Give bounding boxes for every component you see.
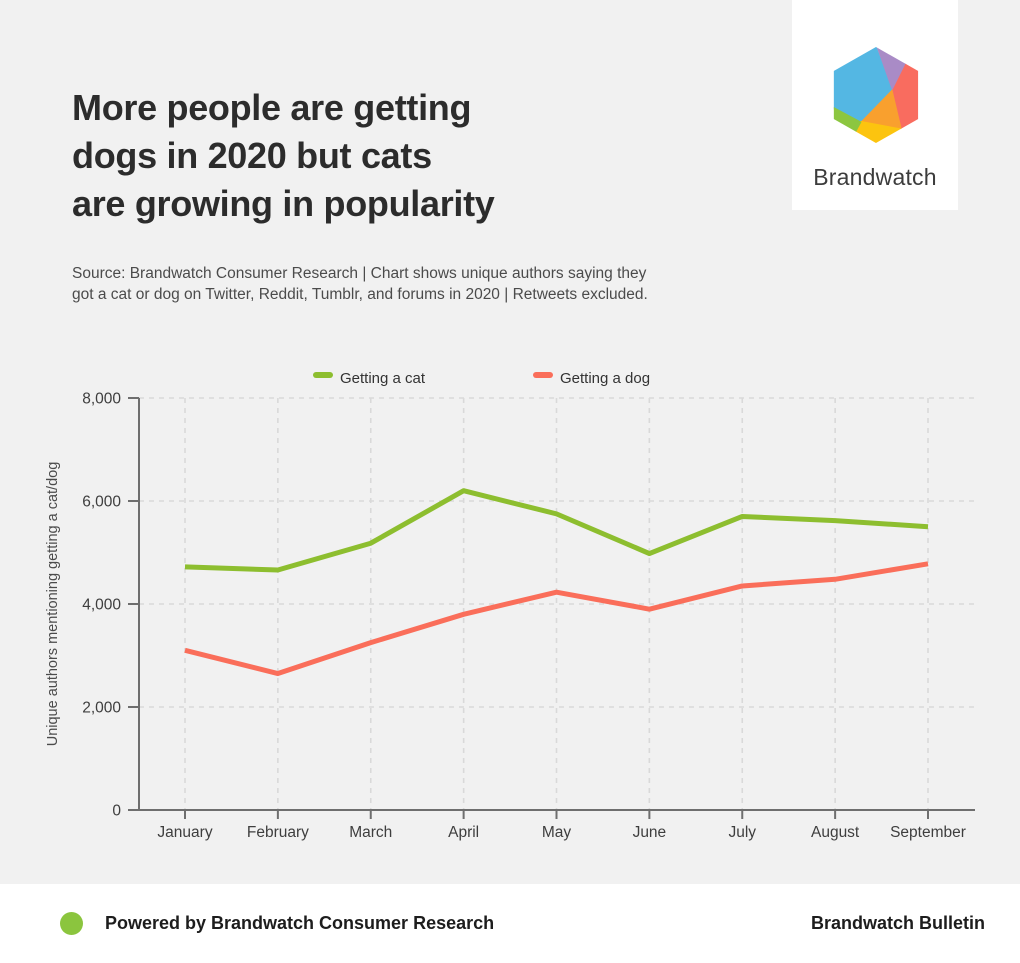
page-title: More people are getting dogs in 2020 but…: [72, 84, 712, 228]
powered-by-label: Powered by Brandwatch Consumer Research: [105, 913, 495, 933]
logo-facet-coral: [892, 63, 919, 130]
y-tick-label: 4,000: [82, 597, 121, 614]
green-dot-icon: [60, 912, 83, 935]
footer: Powered by Brandwatch Consumer Research …: [0, 884, 1020, 963]
series-line-getting-a-cat: [184, 488, 929, 573]
x-tick-label: January: [157, 824, 212, 841]
legend-swatch-getting-a-dog: [533, 372, 553, 378]
title-line-1: More people are getting: [72, 87, 472, 128]
legend-label-getting-a-cat: Getting a cat: [340, 370, 426, 387]
y-tick-label: 0: [112, 803, 121, 820]
y-tick-label: 2,000: [82, 700, 121, 717]
y-axis-title: Unique authors mentioning getting a cat/…: [45, 462, 61, 747]
logo-facet-blue: [833, 47, 894, 123]
x-tick-label: September: [890, 824, 966, 841]
brandwatch-logo-icon: [833, 47, 919, 143]
legend-label-getting-a-dog: Getting a dog: [560, 370, 650, 387]
x-tick-label: March: [349, 824, 392, 841]
bulletin-label: Brandwatch Bulletin: [810, 913, 985, 933]
brand-name: Brandwatch: [813, 164, 937, 190]
title-line-2: dogs in 2020 but cats: [72, 135, 432, 176]
logo-card: Brandwatch: [792, 0, 958, 210]
source-note: Source: Brandwatch Consumer Research | C…: [72, 265, 648, 303]
x-tick-label: February: [247, 824, 309, 841]
logo-facet-purple: [875, 47, 907, 92]
y-tick-label: 6,000: [82, 494, 121, 511]
y-tick-label: 8,000: [82, 391, 121, 408]
logo-facet-orange: [860, 89, 902, 130]
x-tick-label: May: [542, 824, 572, 841]
x-tick-label: June: [633, 824, 667, 841]
x-tick-label: April: [448, 824, 479, 841]
series-line-getting-a-dog: [184, 561, 929, 677]
x-tick-label: July: [728, 824, 756, 841]
x-tick-label: August: [811, 824, 860, 841]
legend-swatch-getting-a-cat: [313, 372, 333, 378]
line-chart: 0 2,000 4,000 6,000 8,000 January February Marc…: [45, 370, 975, 841]
logo-facet-green: [833, 106, 862, 133]
title-line-3: are growing in popularity: [72, 183, 495, 224]
